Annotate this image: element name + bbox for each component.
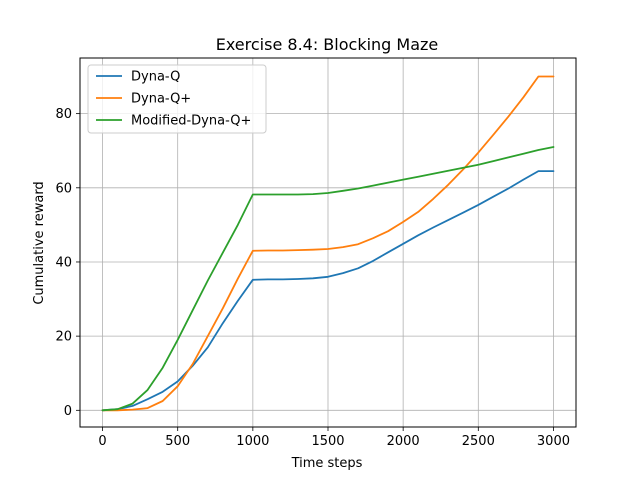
legend-label: Dyna-Q [131, 70, 180, 85]
y-tick-label: 20 [55, 330, 72, 345]
y-tick-label: 60 [55, 181, 72, 196]
legend-box [87, 64, 267, 134]
series-line-2 [101, 75, 555, 412]
legend: Dyna-Q Dyna-Q+ Modified-Dyna-Q+ [87, 64, 267, 134]
x-tick-label: 0 [98, 434, 106, 449]
x-tick-label: 2500 [462, 434, 495, 449]
legend-label: Modified-Dyna-Q+ [131, 114, 251, 129]
axis-ticks: 0 500 1000 1500 2000 2500 3000 0 20 40 60 80 [55, 107, 570, 449]
series-lines [101, 75, 555, 412]
x-tick-label: 1000 [236, 434, 269, 449]
y-tick-label: 40 [55, 255, 72, 270]
x-tick-label: 3000 [537, 434, 570, 449]
y-tick-label: 80 [55, 107, 72, 122]
legend-label: Dyna-Q+ [131, 92, 191, 107]
series-line-3 [101, 146, 555, 412]
chart-title: Exercise 8.4: Blocking Maze [216, 35, 439, 54]
x-tick-label: 2000 [387, 434, 420, 449]
y-tick-label: 0 [64, 404, 72, 419]
x-tick-label: 500 [165, 434, 190, 449]
x-axis-label: Time steps [291, 456, 363, 471]
y-axis-label: Cumulative reward [32, 181, 47, 304]
series-line-1 [101, 170, 555, 412]
x-tick-label: 1500 [311, 434, 344, 449]
